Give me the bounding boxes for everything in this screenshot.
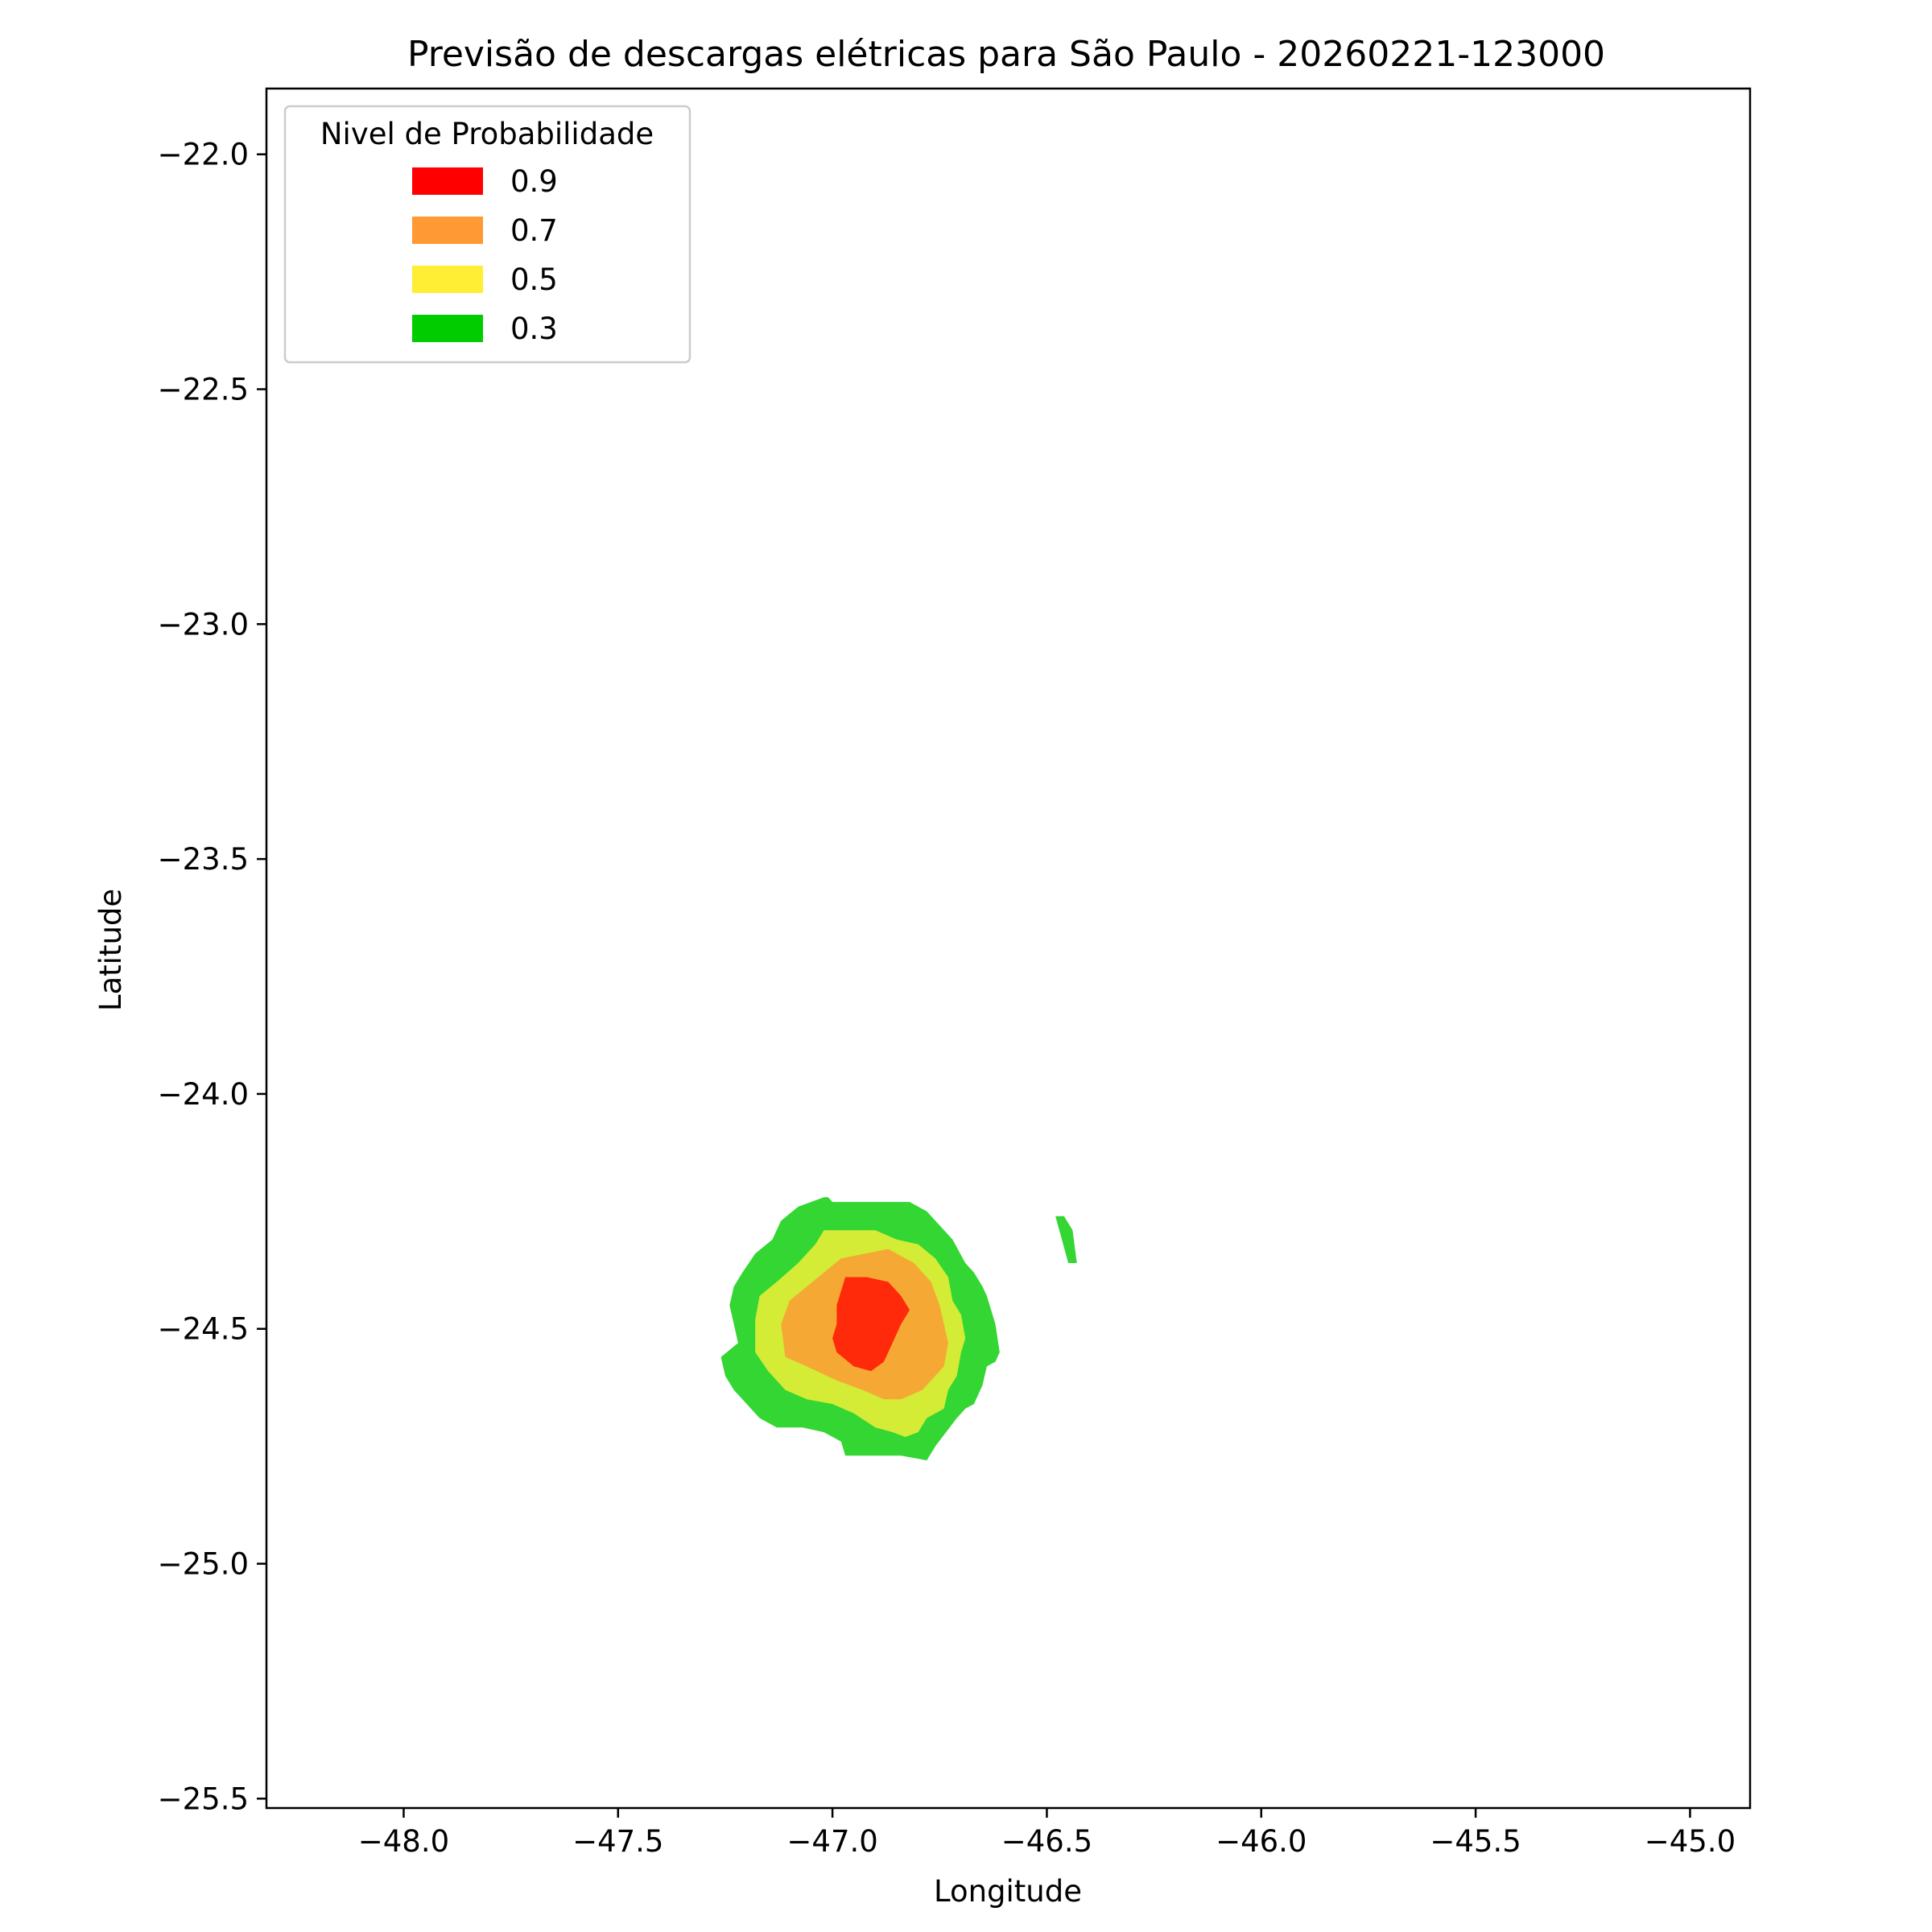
chart-title: Previsão de descargas elétricas para São… <box>407 34 1605 75</box>
legend-box <box>283 105 691 364</box>
y-tick-label: −22.5 <box>158 373 249 407</box>
x-tick-label: −46.5 <box>1001 1824 1092 1859</box>
x-axis-ticks: −48.0 −47.5 −47.0 −46.5 −46.0 −45.5 −45.0 <box>358 1808 1736 1859</box>
legend-swatch-0-9 <box>412 167 483 195</box>
region-level-0-3-1 <box>1055 1216 1077 1263</box>
y-axis-label: Latitude <box>93 889 128 1011</box>
plot-frame <box>265 87 1752 1810</box>
x-tick-label: −48.0 <box>358 1824 449 1859</box>
y-tick-label: −22.0 <box>158 138 249 172</box>
x-tick-label: −46.0 <box>1216 1824 1307 1859</box>
legend-swatch-0-7 <box>412 217 483 244</box>
plot-area <box>265 87 1752 1810</box>
probability-regions <box>720 1197 1077 1461</box>
legend-title: Nivel de Probabilidade <box>320 117 654 151</box>
y-tick-label: −24.0 <box>158 1077 249 1112</box>
region-level-0-9-4 <box>832 1277 910 1372</box>
x-tick-label: −47.5 <box>572 1824 663 1859</box>
y-axis-ticks: −22.0 −22.5 −23.0 −23.5 −24.0 −24.5 −25.0 −25.5 <box>158 138 266 1816</box>
x-axis-label: Longitude <box>934 1874 1082 1909</box>
plot-background <box>266 89 1750 1808</box>
legend-label: 0.7 <box>510 213 558 248</box>
y-tick-label: −23.0 <box>158 607 249 642</box>
legend-label: 0.9 <box>510 164 558 199</box>
x-tick-label: −45.5 <box>1430 1824 1521 1859</box>
y-tick-label: −23.5 <box>158 842 249 877</box>
y-tick-label: −25.0 <box>158 1547 249 1582</box>
legend-label: 0.5 <box>510 262 558 297</box>
legend-swatch-0-3 <box>412 315 483 342</box>
y-tick-label: −25.5 <box>158 1781 249 1816</box>
legend: Nivel de Probabilidade 0.9 0.7 0.5 0.3 <box>283 105 691 364</box>
legend-label: 0.3 <box>510 312 558 346</box>
legend-swatch-0-5 <box>412 266 483 293</box>
y-tick-label: −24.5 <box>158 1312 249 1347</box>
x-tick-label: −47.0 <box>786 1824 877 1859</box>
legend-entries: 0.9 0.7 0.5 0.3 <box>412 164 558 346</box>
x-tick-label: −45.0 <box>1645 1824 1736 1859</box>
